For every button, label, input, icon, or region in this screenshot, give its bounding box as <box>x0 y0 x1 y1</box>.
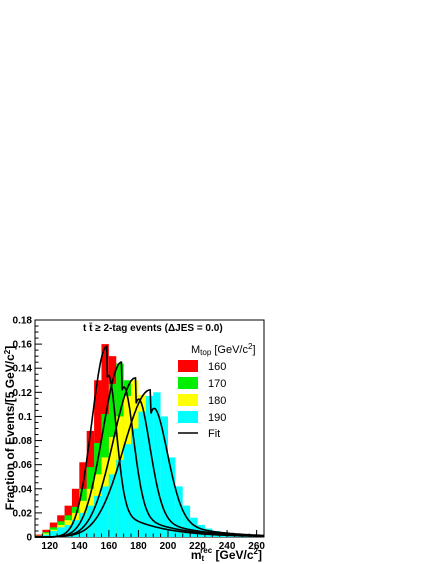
y-tick-label-4: 0.08 <box>13 436 33 447</box>
x-axis-title-close: ] <box>258 548 262 562</box>
fits-layer <box>35 345 265 538</box>
x-tick-label-1: 140 <box>71 541 88 552</box>
bar-190-bin-3 <box>57 527 65 537</box>
y-tick-label-8: 0.16 <box>13 340 33 351</box>
bar-190-bin-12 <box>123 444 132 537</box>
legend-label-170: 170 <box>208 378 226 390</box>
y-tick-label-0: 0 <box>26 533 32 544</box>
chart-title: t t̄ ≥ 2-tag events (ΔJES = 0.0) <box>83 322 223 334</box>
x-tick-label-5: 220 <box>189 541 206 552</box>
legend-label-fit: Fit <box>208 428 220 440</box>
fit-curve-190 <box>35 388 265 538</box>
y-tick-label-3: 0.06 <box>13 460 33 471</box>
x-axis-title-main: m <box>191 548 202 562</box>
legend-title-close: ] <box>252 344 255 356</box>
bar-190-bin-17 <box>160 416 168 537</box>
bars-layer <box>35 344 264 537</box>
y-tick-label-6: 0.12 <box>13 388 33 399</box>
y-tick-label-1: 0.02 <box>13 508 33 519</box>
bar-190-bin-20 <box>182 505 191 537</box>
bar-190-bin-9 <box>101 486 109 537</box>
fit-curve-180 <box>35 376 265 538</box>
bar-190-bin-15 <box>145 395 154 537</box>
legend-label-190: 190 <box>208 412 226 424</box>
y-axis-title-close: ] <box>3 346 17 350</box>
bar-190-bin-21 <box>190 517 198 537</box>
x-tick-label-2: 160 <box>101 541 118 552</box>
bar-190-bin-7 <box>86 505 95 537</box>
legend-title-sub: top <box>200 348 212 357</box>
x-axis-title: mtrec [GeV/c2] <box>191 546 262 563</box>
legend-title-unit: [GeV/c <box>211 344 248 356</box>
x-tick-label-4: 200 <box>160 541 177 552</box>
bar-190-bin-18 <box>167 457 176 537</box>
bar-190-bin-19 <box>175 486 183 537</box>
legend-title-main: M <box>191 344 200 356</box>
x-tick-label-0: 120 <box>41 541 58 552</box>
bar-190-bin-6 <box>79 512 87 537</box>
legend: Mtop [GeV/c2] 160 170 180 190 Fit <box>178 342 256 440</box>
x-axis-title-unit: [GeV/c <box>212 548 254 562</box>
bar-190-bin-2 <box>49 530 58 537</box>
y-axis-title-sup: 2 <box>3 349 12 354</box>
bar-190-bin-14 <box>138 411 146 537</box>
x-tick-label-6: 240 <box>219 541 236 552</box>
y-tick-label-7: 0.14 <box>13 364 33 375</box>
y-axis-title: Fraction of Events/[5 GeV/c2] <box>3 346 18 511</box>
ticks-layer: 0 0.02 0.04 0.06 0.08 0.1 0.12 0.14 0.16 0.18 120 1… <box>13 316 266 553</box>
x-axis-title-sub: t <box>202 554 205 563</box>
y-axis-title-main: Fraction of Events/[5 GeV/c <box>3 354 17 510</box>
x-axis-title-sup: rec <box>200 546 213 555</box>
bar-190-bin-11 <box>116 459 124 537</box>
legend-swatch-170 <box>178 377 198 389</box>
legend-swatch-180 <box>178 394 198 406</box>
bar-190-bin-16 <box>153 392 161 537</box>
legend-label-160: 160 <box>208 361 226 373</box>
y-tick-label-5: 0.1 <box>18 412 32 423</box>
legend-swatch-160 <box>178 360 198 372</box>
y-tick-label-9: 0.18 <box>13 316 33 327</box>
y-tick-label-2: 0.04 <box>13 484 33 495</box>
x-axis-title-unit-sup: 2 <box>254 547 259 556</box>
legend-label-180: 180 <box>208 395 226 407</box>
x-tick-label-7: 260 <box>248 541 265 552</box>
legend-title-unit-sup: 2 <box>248 342 253 351</box>
bar-190-bin-13 <box>131 428 139 537</box>
legend-swatch-190 <box>178 411 198 423</box>
x-tick-label-3: 180 <box>130 541 147 552</box>
bar-190-bin-1 <box>42 534 50 537</box>
bar-190-bin-10 <box>108 474 117 537</box>
legend-title: Mtop [GeV/c2] <box>191 342 256 357</box>
